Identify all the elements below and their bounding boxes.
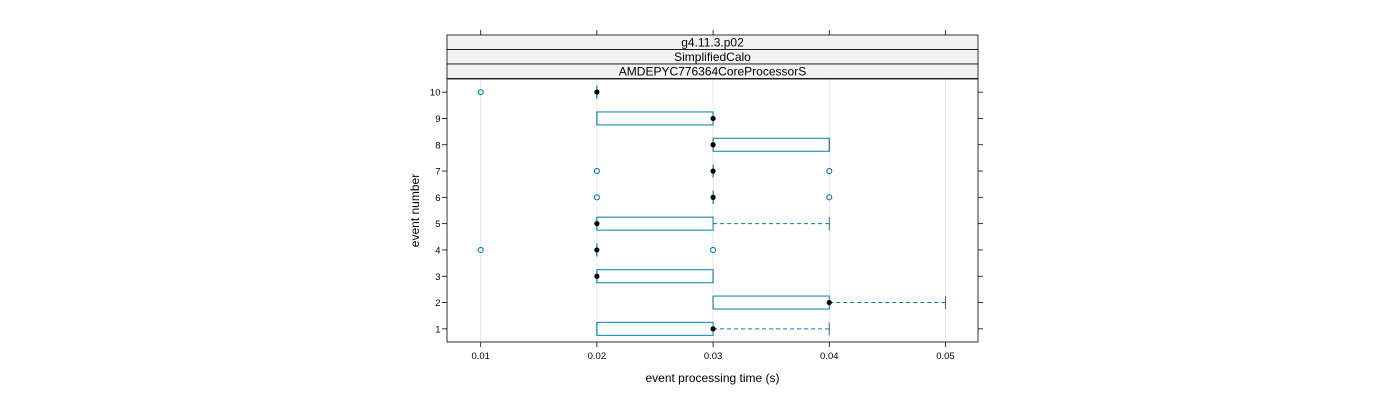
strip-label: SimplifiedCalo [674,50,751,64]
box-iqr [596,321,714,336]
x-tick-label: 0.04 [820,351,839,362]
y-tick-label: 7 [435,167,440,178]
axes-layer: 0.01 0.02 0.03 0.04 0.05 1 2 3 4 5 6 7 8 9 10 [430,30,983,362]
outlier-point [826,194,833,201]
outlier-point [593,194,600,201]
box-iqr [596,269,714,284]
strips-layer: g4.11.3.p02SimplifiedCaloAMDEPYC776364Co… [446,34,979,79]
box-event-7 [593,164,833,178]
y-tick-label: 1 [435,324,440,335]
strip-background [446,63,979,79]
box-event-9 [596,111,716,126]
median-dot [594,273,600,279]
median-dot [710,168,716,174]
box-iqr [712,295,830,310]
y-tick-label: 3 [435,272,440,283]
box-event-10 [477,85,600,99]
box-iqr [596,216,714,231]
x-tick-label: 0.01 [471,351,490,362]
y-tick-label: 4 [435,245,440,256]
median-dot [710,115,716,122]
x-tick-label: 0.03 [704,351,723,362]
box-event-1 [596,321,830,336]
marks-layer [477,85,946,336]
y-tick-label: 5 [435,219,440,230]
outlier-point [710,246,717,253]
y-tick-label: 2 [435,298,440,309]
median-dot [710,326,716,332]
box-event-5 [594,216,830,231]
box-iqr [596,111,714,126]
outlier-point [477,246,484,253]
strip-label: g4.11.3.p02 [681,36,744,50]
strip-label: AMDEPYC776364CoreProcessorS [619,65,806,79]
median-dot [594,221,600,227]
y-tick-label: 6 [435,193,440,204]
outlier-point [826,168,833,175]
y-tick-label: 10 [430,88,441,99]
box-event-2 [712,295,946,310]
x-tick-label: 0.02 [588,351,607,362]
x-tick-label: 0.05 [936,351,955,362]
outlier-point [593,168,600,175]
median-dot [710,142,716,148]
y-axis-title: event number [408,174,422,247]
outlier-point [477,89,484,96]
y-tick-label: 9 [435,114,440,125]
box-event-8 [710,137,830,152]
median-dot [710,194,716,200]
median-dot [594,247,600,253]
y-tick-label: 8 [435,140,440,151]
box-event-4 [477,243,717,257]
median-dot [594,89,600,95]
median-dot [826,299,832,306]
panel-frame [446,78,979,343]
box-event-3 [594,269,714,284]
x-axis-title: event processing time (s) [645,371,779,385]
box-event-6 [593,190,833,204]
box-iqr [712,137,830,152]
